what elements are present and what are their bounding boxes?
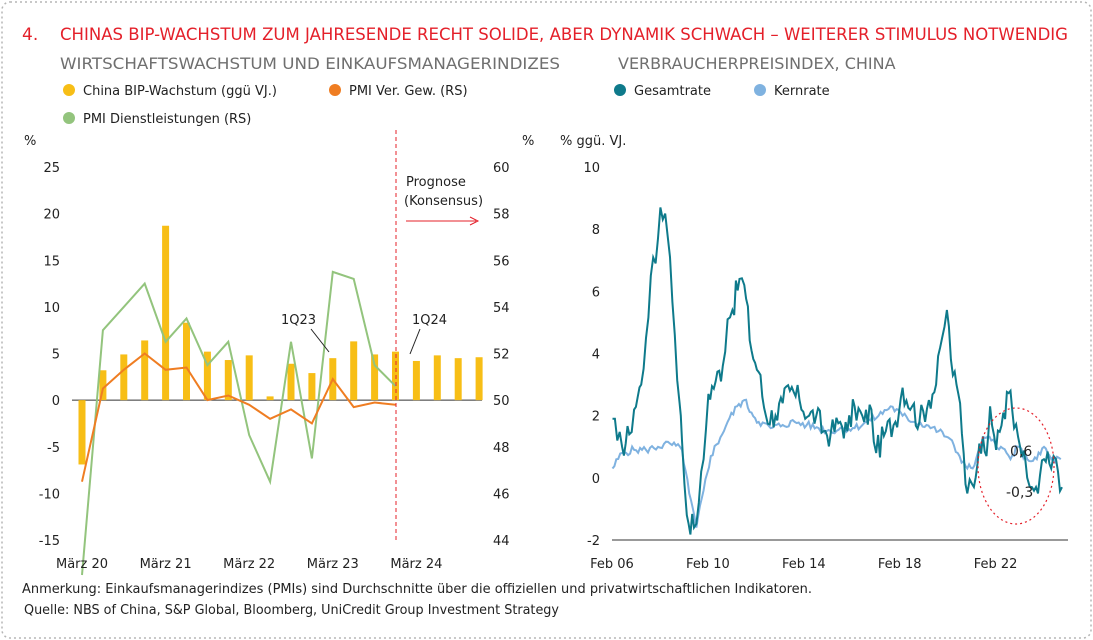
gdp-bar [162, 225, 170, 401]
annotation-1q24: 1Q24 [412, 313, 447, 328]
left-x-tick-label: März 23 [307, 557, 359, 572]
cpi-y-tick-label: 10 [583, 161, 600, 176]
cpi-y-tick-label: 8 [592, 223, 600, 238]
right-y-unit-left: % [522, 134, 534, 149]
cpi-y-tick-label: 6 [592, 285, 600, 300]
end-label-headline: -0,3 [1006, 485, 1033, 501]
right-y-tick-label: 60 [493, 161, 510, 176]
gdp-bar [287, 363, 295, 401]
cpi-y-tick-label: -2 [587, 534, 600, 549]
left-chart-title: WIRTSCHAFTSWACHSTUM UND EINKAUFSMANAGERI… [60, 54, 560, 73]
legend-gdp-marker [63, 84, 75, 96]
left-y-tick-label: -10 [39, 487, 60, 502]
legend-core-label: Kernrate [774, 84, 830, 99]
gdp-bar [475, 357, 483, 401]
left-y-tick-label: 10 [43, 301, 60, 316]
cpi-y-tick-label: 0 [592, 472, 600, 487]
cpi-chart: % % ggü. VJ. 10 8 6 4 2 0 -2 Feb 06 Feb 10 Feb 1… [522, 134, 1068, 572]
gdp-bar [99, 370, 107, 401]
gdp-bar [183, 322, 190, 401]
annotation-1q23-leader [310, 328, 330, 353]
left-y-unit: % [24, 134, 36, 149]
legend-gdp-label: China BIP-Wachstum (ggü VJ.) [83, 84, 277, 99]
right-y-tick-label: 56 [493, 254, 510, 269]
pmi-serv-line [81, 270, 397, 576]
gdp-bars [78, 225, 483, 465]
cpi-x-tick-label: Feb 18 [878, 557, 922, 572]
left-y-tick-label: -5 [47, 441, 60, 456]
left-y-tick-label: 5 [52, 348, 60, 363]
left-y-ticks: 25 20 15 10 5 0 -5 -10 -15 [39, 161, 60, 549]
gdp-bar [120, 354, 128, 401]
end-label-core: 0,6 [1010, 444, 1032, 460]
left-x-tick-label: März 22 [223, 557, 275, 572]
right-legend: Gesamtrate Kernrate [614, 84, 830, 99]
right-y-tick-label: 54 [493, 301, 510, 316]
gdp-bar [245, 355, 253, 401]
left-y-tick-label: 25 [43, 161, 60, 176]
legend-pmi-serv-marker [63, 112, 75, 124]
legend-headline-marker [614, 84, 626, 96]
forecast-arrow-head [469, 216, 480, 226]
cpi-x-tick-label: Feb 14 [782, 557, 826, 572]
cpi-y-ticks: 10 8 6 4 2 0 -2 [583, 161, 600, 549]
annotation-1q24-leader [409, 328, 421, 355]
legend-headline-label: Gesamtrate [634, 84, 711, 99]
cpi-y-tick-label: 2 [592, 410, 600, 425]
gdp-bar [350, 341, 358, 401]
cpi-headline-line [612, 207, 1063, 535]
pmi-mfg-line [81, 352, 396, 482]
legend-pmi-mfg-label: PMI Ver. Gew. (RS) [349, 84, 468, 99]
left-x-tick-label: März 21 [140, 557, 192, 572]
right-y-tick-label: 50 [493, 394, 510, 409]
left-x-ticks: März 20 März 21 März 22 März 23 März 24 [56, 557, 442, 572]
cpi-y-tick-label: 4 [592, 348, 600, 363]
left-x-tick-label: März 24 [390, 557, 442, 572]
figure-title: CHINAS BIP-WACHSTUM ZUM JAHRESENDE RECHT… [60, 25, 1068, 45]
right-y-tick-label: 58 [493, 208, 510, 223]
right-y-tick-label: 44 [493, 534, 510, 549]
right-chart-title: VERBRAUCHERPREISINDEX, CHINA [618, 54, 896, 73]
right-y-tick-label: 52 [493, 348, 510, 363]
footer-note: Anmerkung: Einkaufsmanagerindizes (PMIs)… [22, 582, 812, 597]
cpi-x-tick-label: Feb 22 [974, 557, 1018, 572]
left-y-tick-label: 15 [43, 254, 60, 269]
left-y-tick-label: 20 [43, 208, 60, 223]
footer-source: Quelle: NBS of China, S&P Global, Bloomb… [24, 603, 559, 618]
left-y-tick-label: 0 [52, 394, 60, 409]
gdp-bar [371, 354, 379, 401]
gdp-bar [454, 358, 462, 401]
highlight-ellipse [977, 407, 1055, 525]
forecast-label-1: Prognose [406, 175, 466, 190]
gdp-bar [224, 360, 232, 401]
gdp-bar [78, 400, 86, 465]
annotation-1q23: 1Q23 [281, 313, 316, 328]
figure-number: 4. [22, 25, 38, 45]
cpi-x-ticks: Feb 06 Feb 10 Feb 14 Feb 18 Feb 22 [590, 557, 1017, 572]
gdp-bar [266, 396, 274, 401]
left-y-tick-label: -15 [39, 534, 60, 549]
right-y-tick-label: 48 [493, 441, 510, 456]
legend-pmi-serv-label: PMI Dienstleistungen (RS) [83, 112, 251, 127]
gdp-bar [433, 355, 441, 401]
legend-pmi-mfg-marker [329, 84, 341, 96]
cpi-y-label: % ggü. VJ. [560, 134, 626, 149]
forecast-label-2: (Konsensus) [404, 194, 483, 209]
left-legend: China BIP-Wachstum (ggü VJ.) PMI Ver. Ge… [63, 84, 468, 127]
cpi-x-tick-label: Feb 06 [590, 557, 634, 572]
legend-core-marker [754, 84, 766, 96]
cpi-x-tick-label: Feb 10 [686, 557, 730, 572]
gdp-bar [141, 340, 149, 401]
gdp-bar [203, 351, 211, 401]
right-y-tick-label: 46 [493, 487, 510, 502]
gdp-bar [412, 360, 420, 401]
left-x-tick-label: März 20 [56, 557, 108, 572]
gdp-bar [308, 373, 316, 401]
right-y-ticks: 60 58 56 54 52 50 48 46 44 [493, 161, 510, 549]
